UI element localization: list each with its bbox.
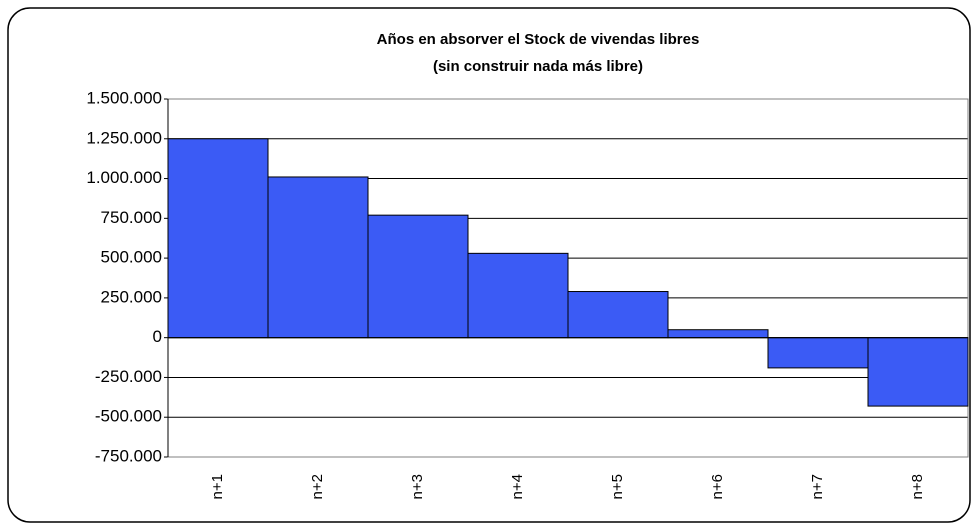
bar — [167, 138, 269, 339]
bar — [367, 214, 469, 339]
x-tick-label: n+7 — [809, 474, 826, 499]
x-tick-label: n+2 — [309, 474, 326, 499]
x-tick-label: n+4 — [509, 474, 526, 499]
x-tick-label: n+5 — [609, 474, 626, 499]
y-tick-label: -500.000 — [95, 407, 162, 426]
y-tick-label: 1.000.000 — [86, 168, 162, 187]
bar — [867, 337, 969, 407]
bar — [567, 291, 669, 339]
bar — [767, 337, 869, 369]
x-tick-label: n+6 — [709, 474, 726, 499]
bar — [667, 329, 769, 339]
chart-subtitle: (sin construir nada más libre) — [433, 58, 643, 75]
y-tick-label: 0 — [153, 327, 162, 346]
y-tick-label: 250.000 — [101, 287, 162, 306]
y-tick-label: 1.250.000 — [86, 128, 162, 147]
x-tick-label: n+1 — [209, 474, 226, 499]
y-tick-label: -750.000 — [95, 446, 162, 465]
x-tick-label: n+8 — [909, 474, 926, 499]
y-tick-label: 1.500.000 — [86, 88, 162, 107]
chart-title: Años en absorver el Stock de vivendas li… — [377, 31, 700, 48]
y-tick-label: 750.000 — [101, 208, 162, 227]
y-tick-label: -250.000 — [95, 367, 162, 386]
bar — [467, 252, 569, 339]
y-tick-label: 500.000 — [101, 248, 162, 267]
x-tick-label: n+3 — [409, 474, 426, 499]
bar — [267, 176, 369, 339]
